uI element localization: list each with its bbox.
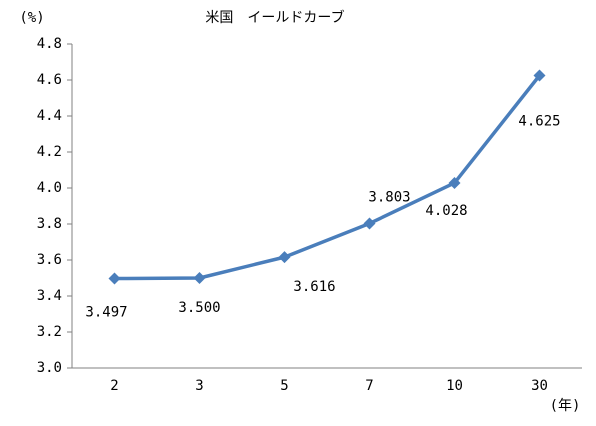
x-tick-label: 5	[280, 378, 288, 394]
x-tick-label: 30	[531, 378, 548, 394]
x-tick-label: 3	[195, 378, 203, 394]
x-axis-label: (年)	[550, 398, 581, 414]
data-label: 3.500	[178, 300, 220, 316]
data-label: 4.625	[518, 114, 560, 130]
x-tick-label: 10	[446, 378, 463, 394]
x-tick-label: 2	[110, 378, 118, 394]
marker	[363, 217, 376, 230]
x-tick-label: 7	[365, 378, 373, 394]
y-tick-label: 4.6	[37, 72, 62, 88]
data-label: 3.497	[85, 305, 127, 321]
data-label: 3.616	[293, 279, 335, 295]
y-tick-label: 4.4	[37, 108, 62, 124]
marker	[193, 272, 206, 284]
marker	[278, 251, 291, 264]
marker	[108, 272, 121, 285]
marker	[448, 176, 461, 189]
y-axis-label: (%)	[19, 10, 44, 26]
y-tick-label: 3.6	[37, 252, 62, 268]
marker	[533, 69, 546, 82]
y-tick-label: 3.8	[37, 216, 62, 232]
chart-title: 米国 イールドカーブ	[205, 9, 344, 26]
line	[114, 74, 541, 281]
data-label: 4.028	[425, 203, 467, 219]
y-tick-label: 3.0	[37, 360, 62, 376]
y-tick-label: 4.0	[37, 180, 62, 196]
y-tick-label: 3.2	[37, 324, 62, 340]
y-tick-label: 3.4	[37, 288, 62, 304]
y-tick-label: 4.8	[37, 36, 62, 52]
data-label: 3.803	[368, 189, 410, 205]
y-tick-label: 4.2	[37, 144, 62, 160]
